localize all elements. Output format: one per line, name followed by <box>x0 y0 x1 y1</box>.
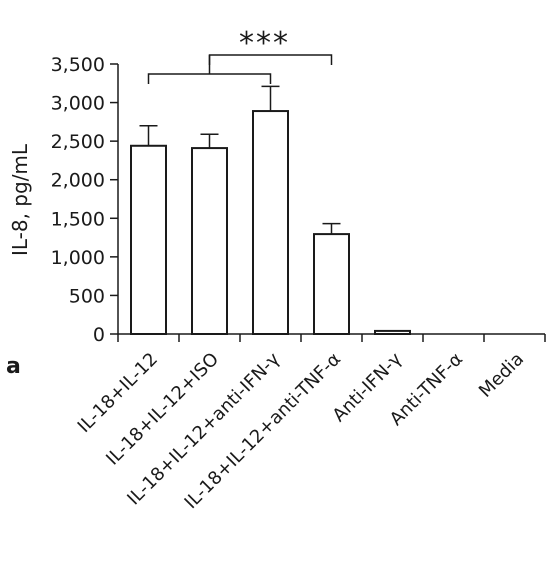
y-tick-label: 3,500 <box>51 54 105 76</box>
x-axis: IL-18+IL-12IL-18+IL-12+ISOIL-18+IL-12+an… <box>74 333 546 513</box>
bar <box>130 144 167 335</box>
y-tick-label: 0 <box>93 324 105 346</box>
bar <box>252 110 289 335</box>
bar <box>374 329 411 335</box>
error-bars <box>139 85 341 235</box>
y-tick-label: 2,000 <box>51 170 105 192</box>
bars <box>130 110 411 336</box>
y-tick-label: 3,000 <box>51 93 105 115</box>
y-tick-label: 2,500 <box>51 131 105 153</box>
y-axis-label: IL-8, pg/mL <box>8 143 32 256</box>
y-tick-label: 500 <box>69 285 105 307</box>
significance-bracket: *** <box>147 26 333 84</box>
panel-label: a <box>6 354 21 379</box>
x-tick-label: Media <box>475 349 528 402</box>
y-tick-label: 1,500 <box>51 208 105 230</box>
y-tick-label: 1,000 <box>51 247 105 269</box>
bar <box>191 147 228 335</box>
bracket-left <box>147 73 272 84</box>
y-axis: 0 500 1,000 1,500 2,000 2,500 3,000 3,500 <box>51 54 119 346</box>
bar <box>313 233 350 336</box>
significance-label: *** <box>239 26 290 61</box>
x-tick-label: IL-18+IL-12+ISO <box>102 349 223 470</box>
